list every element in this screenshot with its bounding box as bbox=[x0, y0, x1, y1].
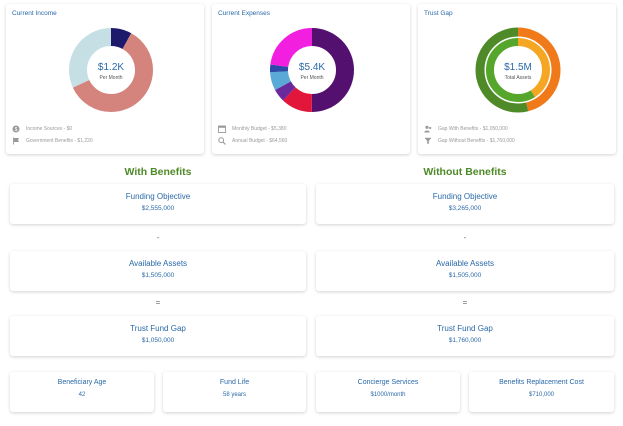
trust-gap-inner-ring bbox=[486, 38, 550, 102]
trust-legend-with: Gap With Benefits - $1,050,000 bbox=[424, 125, 508, 133]
fund-life-value: 58 years bbox=[222, 392, 246, 398]
concierge-services-value: $1000/month bbox=[370, 392, 406, 398]
without-benefits-heading: Without Benefits bbox=[423, 166, 507, 178]
income-legend-sources: $ Income Sources - $0 bbox=[12, 125, 72, 133]
current-income-donut: $1.2K Per Month bbox=[69, 28, 153, 112]
without-available-assets-card: Available Assets $1,505,000 bbox=[316, 251, 614, 291]
beneficiary-age-label: Beneficiary Age bbox=[57, 379, 107, 386]
without-available-assets-value: $1,505,000 bbox=[448, 272, 482, 279]
trust-inner-segment-1 bbox=[486, 38, 550, 102]
without-trust-fund-gap-label: Trust Fund Gap bbox=[437, 324, 493, 333]
with-trust-fund-gap-value: $1,050,000 bbox=[141, 337, 175, 344]
with-available-assets-value: $1,505,000 bbox=[141, 272, 175, 279]
fund-life-card: Fund Life 58 years bbox=[163, 372, 306, 412]
without-funding-objective-card: Funding Objective $3,265,000 bbox=[316, 184, 614, 224]
with-benefits-heading: With Benefits bbox=[124, 166, 192, 178]
trust-gap-card: Trust Gap $1.5M Total Assets Gap With Be… bbox=[418, 4, 616, 154]
trust-legend-without-text: Gap Without Benefits - $1,760,000 bbox=[438, 138, 515, 144]
expenses-legend-annual: Annual Budget - $64,560 bbox=[218, 137, 287, 145]
with-trust-fund-gap-label: Trust Fund Gap bbox=[130, 324, 186, 333]
with-funding-objective-label: Funding Objective bbox=[125, 192, 191, 201]
without-funding-objective-value: $3,265,000 bbox=[448, 205, 482, 212]
income-legend-government: Government Benefits - $1,220 bbox=[12, 137, 93, 145]
trust-legend-with-text: Gap With Benefits - $1,050,000 bbox=[438, 126, 508, 132]
current-expenses-donut: $5.4K Per Month bbox=[270, 28, 354, 112]
without-minus-sign: - bbox=[463, 233, 467, 242]
beneficiary-age-card: Beneficiary Age 42 bbox=[10, 372, 154, 412]
trust-outer-segment-1 bbox=[475, 27, 561, 113]
fund-life-label: Fund Life bbox=[219, 379, 250, 386]
with-funding-objective-value: $2,555,000 bbox=[141, 205, 175, 212]
with-available-assets-label: Available Assets bbox=[128, 259, 188, 268]
trust-gap-title: Trust Gap bbox=[424, 10, 453, 17]
without-available-assets-label: Available Assets bbox=[435, 259, 495, 268]
current-income-center-sub: Per Month bbox=[99, 75, 122, 81]
without-funding-objective-label: Funding Objective bbox=[432, 192, 498, 201]
beneficiary-age-value: 42 bbox=[78, 392, 86, 398]
income-segment-2 bbox=[69, 28, 153, 112]
current-expenses-center-value: $5.4K bbox=[299, 62, 325, 73]
with-minus-sign: - bbox=[156, 233, 160, 242]
trust-gap-center-sub: Total Assets bbox=[505, 75, 532, 81]
concierge-services-card: Concierge Services $1000/month bbox=[316, 372, 460, 412]
current-expenses-card: Current Expenses $5.4K Per Month Monthly… bbox=[212, 4, 410, 154]
flag-icon bbox=[12, 137, 20, 145]
expenses-segment-5 bbox=[270, 28, 354, 112]
without-trust-fund-gap-card: Trust Fund Gap $1,760,000 bbox=[316, 316, 614, 356]
calendar-icon bbox=[218, 125, 226, 133]
dollar-coin-icon: $ bbox=[12, 125, 20, 133]
current-expenses-center-sub: Per Month bbox=[300, 75, 323, 81]
trust-gap-center-value: $1.5M bbox=[504, 62, 532, 73]
magnifier-icon bbox=[218, 137, 226, 145]
income-legend-government-text: Government Benefits - $1,220 bbox=[26, 138, 93, 144]
benefits-replacement-cost-value: $710,000 bbox=[528, 392, 555, 398]
with-trust-fund-gap-card: Trust Fund Gap $1,050,000 bbox=[10, 316, 306, 356]
with-funding-objective-card: Funding Objective $2,555,000 bbox=[10, 184, 306, 224]
benefits-replacement-cost-label: Benefits Replacement Cost bbox=[499, 379, 584, 386]
with-equals-sign: = bbox=[155, 298, 161, 307]
current-income-center-value: $1.2K bbox=[98, 62, 124, 73]
expenses-legend-monthly-text: Monthly Budget - $5,380 bbox=[232, 126, 287, 132]
with-available-assets-card: Available Assets $1,505,000 bbox=[10, 251, 306, 291]
income-segment-1 bbox=[69, 28, 153, 112]
current-income-card: Current Income $1.2K Per Month $ Income … bbox=[6, 4, 204, 154]
expenses-legend-annual-text: Annual Budget - $64,560 bbox=[232, 138, 288, 144]
current-expenses-title: Current Expenses bbox=[218, 10, 271, 17]
current-income-ring bbox=[69, 28, 153, 112]
people-icon bbox=[424, 125, 432, 133]
filter-icon bbox=[424, 137, 432, 145]
trust-gap-outer-ring bbox=[475, 27, 561, 113]
expenses-legend-monthly: Monthly Budget - $5,380 bbox=[218, 125, 286, 133]
benefits-replacement-cost-card: Benefits Replacement Cost $710,000 bbox=[469, 372, 614, 412]
current-income-title: Current Income bbox=[12, 10, 57, 17]
concierge-services-label: Concierge Services bbox=[357, 379, 419, 386]
expenses-segment-4 bbox=[270, 28, 354, 112]
current-expenses-ring bbox=[270, 28, 354, 112]
trust-legend-without: Gap Without Benefits - $1,760,000 bbox=[424, 137, 515, 145]
without-equals-sign: = bbox=[462, 298, 468, 307]
trust-gap-donut: $1.5M Total Assets bbox=[475, 27, 561, 113]
income-legend-sources-text: Income Sources - $0 bbox=[26, 126, 73, 132]
without-trust-fund-gap-value: $1,760,000 bbox=[448, 337, 482, 344]
svg-text:$: $ bbox=[15, 127, 18, 133]
